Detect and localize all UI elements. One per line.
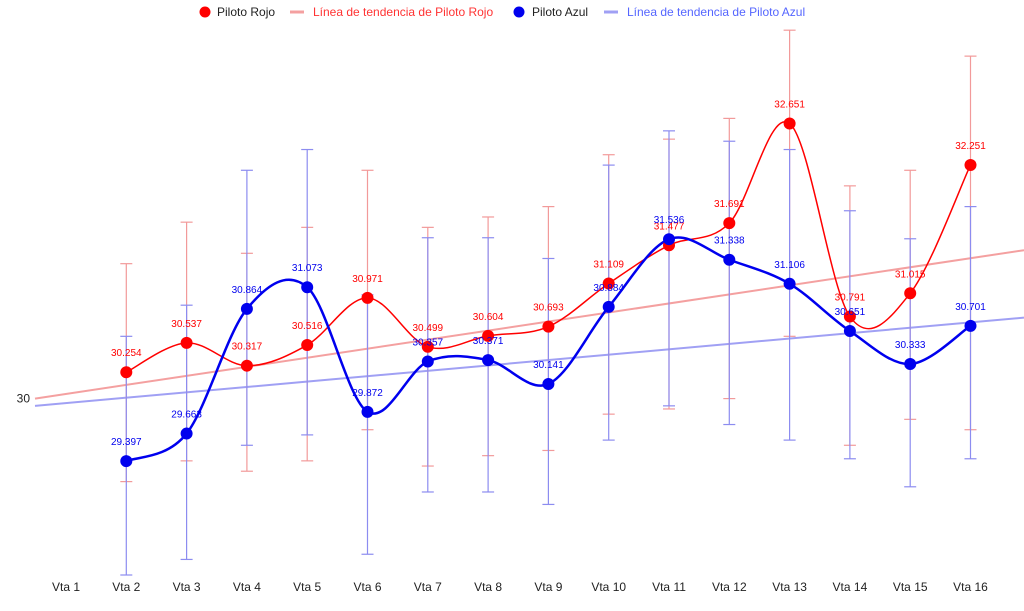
data-label-rojo: 31.477	[654, 221, 685, 232]
data-label-azul: 30.651	[835, 307, 866, 318]
x-tick-label: Vta 9	[534, 580, 562, 594]
data-label-azul: 30.884	[593, 283, 624, 294]
x-tick-label: Vta 7	[414, 580, 442, 594]
data-point-rojo	[964, 158, 977, 171]
legend-label-piloto-azul: Piloto Azul	[532, 5, 588, 19]
data-label-azul: 31.073	[292, 263, 323, 274]
x-tick-label: Vta 8	[474, 580, 502, 594]
legend-label-trend-azul: Línea de tendencia de Piloto Azul	[627, 5, 805, 19]
data-point-azul	[964, 319, 977, 332]
data-labels: 30.254 30.537 30.317 30.516 30.971 30.499 30.6…	[111, 99, 986, 448]
trendlines	[34, 249, 1024, 407]
data-point-azul	[482, 354, 495, 367]
data-point-rojo	[904, 287, 917, 300]
data-label-rojo: 30.791	[835, 293, 866, 304]
data-point-azul	[723, 253, 736, 266]
data-label-rojo: 32.251	[955, 141, 986, 152]
data-point-azul	[240, 302, 253, 315]
data-point-rojo	[240, 359, 253, 372]
x-tick-label: Vta 2	[112, 580, 140, 594]
x-tick-label: Vta 16	[953, 580, 988, 594]
data-point-rojo	[482, 329, 495, 342]
data-point-rojo	[542, 320, 555, 333]
data-point-azul	[783, 277, 796, 290]
data-point-azul	[421, 355, 434, 368]
data-point-rojo	[723, 217, 736, 230]
data-point-rojo	[301, 339, 314, 352]
data-label-azul: 31.338	[714, 236, 745, 247]
data-label-rojo: 31.109	[593, 260, 624, 271]
data-point-azul	[602, 300, 615, 313]
x-tick-label: Vta 15	[893, 580, 928, 594]
data-label-rojo: 30.971	[352, 274, 383, 285]
data-label-rojo: 30.254	[111, 348, 142, 359]
data-label-rojo: 30.317	[232, 342, 263, 353]
axis-labels: Vta 1 Vta 2 Vta 3 Vta 4 Vta 5 Vta 6 Vta 7 Vta 8…	[17, 392, 989, 594]
data-label-azul: 30.701	[955, 302, 986, 313]
data-point-rojo	[843, 310, 856, 323]
data-point-rojo	[602, 277, 615, 290]
data-label-rojo: 30.516	[292, 321, 323, 332]
data-label-rojo: 30.693	[533, 303, 564, 314]
data-point-rojo	[180, 336, 193, 349]
data-label-azul: 29.663	[171, 410, 202, 421]
legend-swatch-piloto-azul	[513, 6, 525, 18]
data-point-azul	[904, 358, 917, 371]
x-tick-label: Vta 12	[712, 580, 747, 594]
legend: Piloto Rojo Línea de tendencia de Piloto…	[199, 5, 805, 19]
data-point-azul	[301, 281, 314, 294]
data-point-rojo	[421, 340, 434, 353]
x-tick-label: Vta 10	[591, 580, 626, 594]
data-label-azul: 29.872	[352, 388, 383, 399]
data-point-rojo	[120, 366, 133, 379]
data-label-azul: 31.536	[654, 215, 685, 226]
x-tick-label: Vta 4	[233, 580, 261, 594]
x-tick-label: Vta 6	[353, 580, 381, 594]
series-line-azul	[125, 236, 972, 463]
legend-label-piloto-rojo: Piloto Rojo	[217, 5, 275, 19]
data-label-rojo: 31.691	[714, 199, 745, 210]
x-tick-label: Vta 13	[772, 580, 807, 594]
legend-swatch-piloto-rojo	[199, 6, 211, 18]
data-label-rojo: 31.015	[895, 269, 926, 280]
legend-label-trend-rojo: Línea de tendencia de Piloto Rojo	[313, 5, 493, 19]
data-point-azul	[843, 325, 856, 338]
data-point-azul	[361, 405, 374, 418]
data-label-azul: 30.864	[232, 285, 263, 296]
data-point-azul	[542, 377, 555, 390]
x-tick-label: Vta 5	[293, 580, 321, 594]
data-point-rojo	[361, 291, 374, 304]
x-tick-label: Vta 3	[173, 580, 201, 594]
data-label-azul: 29.397	[111, 437, 142, 448]
data-points	[120, 117, 977, 468]
x-tick-label: Vta 11	[652, 580, 686, 594]
data-label-azul: 30.371	[473, 336, 504, 347]
data-point-azul	[180, 427, 193, 440]
data-label-rojo: 30.604	[473, 312, 504, 323]
data-point-rojo	[783, 117, 796, 130]
y-tick-label: 30	[17, 392, 31, 406]
trendline-rojo	[34, 249, 1024, 400]
data-label-azul: 30.357	[413, 338, 444, 349]
data-label-rojo: 30.499	[413, 323, 444, 334]
data-label-rojo: 30.537	[171, 319, 202, 330]
data-label-azul: 30.333	[895, 340, 926, 351]
data-label-azul: 30.141	[533, 360, 564, 371]
trendline-azul	[34, 316, 1024, 407]
x-tick-label: Vta 1	[52, 580, 80, 594]
x-tick-label: Vta 14	[833, 580, 868, 594]
data-label-azul: 31.106	[774, 260, 805, 271]
data-point-azul	[663, 233, 675, 246]
data-point-azul	[120, 455, 133, 468]
data-label-rojo: 32.651	[774, 99, 805, 110]
